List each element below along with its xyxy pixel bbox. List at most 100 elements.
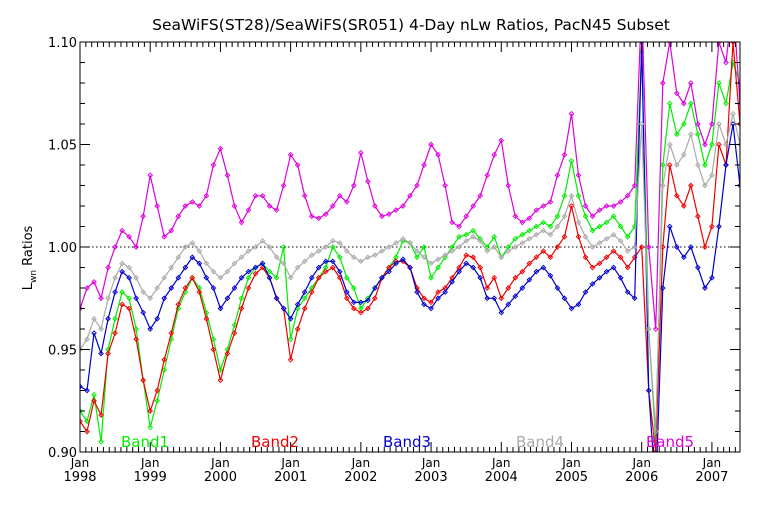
- data-point: [470, 227, 477, 234]
- data-point: [217, 305, 224, 312]
- data-point: [737, 121, 740, 127]
- data-point: [484, 172, 491, 179]
- x-tick-label-month: Jan: [421, 456, 441, 470]
- data-point: [568, 305, 575, 312]
- data-point: [343, 199, 350, 205]
- x-tick-label-month: Jan: [280, 456, 300, 470]
- data-point: [393, 260, 399, 267]
- data-point: [540, 227, 547, 234]
- data-point: [652, 428, 659, 435]
- data-point: [224, 295, 231, 302]
- data-point: [737, 141, 740, 148]
- data-point: [491, 151, 498, 158]
- data-point: [449, 279, 455, 285]
- data-point: [737, 100, 740, 107]
- data-point: [301, 295, 308, 302]
- data-point: [168, 285, 175, 291]
- x-tick-label-month: Jan: [140, 456, 160, 470]
- axes: 0.900.951.001.051.10Jan1998Jan1999Jan200…: [48, 36, 741, 485]
- legend-label-band1: Band1: [121, 433, 169, 451]
- data-point: [526, 260, 533, 267]
- data-point: [224, 350, 231, 357]
- data-point: [414, 254, 420, 261]
- data-point: [526, 276, 533, 283]
- data-point: [126, 274, 132, 281]
- data-point: [140, 213, 147, 220]
- data-point: [245, 274, 252, 281]
- data-point: [428, 274, 434, 281]
- data-point: [301, 305, 308, 312]
- data-point: [610, 231, 617, 238]
- data-point: [140, 309, 147, 316]
- data-point: [680, 254, 687, 261]
- data-point: [575, 192, 582, 199]
- data-point: [147, 408, 154, 414]
- data-point: [554, 244, 561, 250]
- data-point: [80, 346, 83, 353]
- data-point: [723, 100, 729, 107]
- data-point: [322, 258, 329, 265]
- data-point: [231, 285, 238, 291]
- data-point: [428, 141, 434, 148]
- data-point: [589, 213, 596, 220]
- data-point: [484, 248, 491, 254]
- data-point: [350, 254, 357, 261]
- data-point: [407, 264, 413, 271]
- data-point: [617, 238, 624, 244]
- data-point: [379, 248, 385, 254]
- data-point: [695, 264, 701, 271]
- data-point: [695, 213, 701, 220]
- data-point: [673, 90, 680, 97]
- data-point: [365, 305, 371, 312]
- data-point: [238, 254, 245, 261]
- data-point: [407, 192, 413, 199]
- data-point: [617, 254, 624, 261]
- data-point: [596, 240, 603, 246]
- data-point: [456, 244, 462, 250]
- data-point: [84, 336, 90, 343]
- data-point: [540, 248, 547, 254]
- data-point: [343, 289, 350, 295]
- data-point: [575, 219, 582, 226]
- legend-label-band4: Band4: [516, 433, 564, 451]
- data-point: [512, 235, 519, 242]
- data-point: [477, 274, 484, 281]
- data-point: [512, 213, 519, 220]
- data-point: [189, 240, 196, 246]
- data-point: [161, 367, 168, 373]
- data-point: [582, 254, 589, 261]
- data-point: [315, 264, 322, 271]
- data-point: [673, 162, 680, 168]
- data-point: [386, 211, 392, 218]
- data-point: [217, 377, 224, 384]
- data-point: [329, 203, 336, 209]
- data-point: [526, 235, 533, 242]
- data-point: [421, 301, 427, 308]
- data-point: [526, 215, 533, 222]
- data-point: [294, 162, 301, 168]
- data-point: [358, 309, 364, 316]
- data-point: [315, 274, 322, 281]
- data-point: [673, 244, 680, 250]
- data-point: [322, 268, 329, 275]
- data-point: [105, 264, 111, 271]
- data-point: [379, 274, 385, 281]
- data-point: [491, 233, 498, 240]
- data-point: [666, 162, 673, 168]
- data-point: [470, 264, 477, 271]
- data-point: [603, 268, 610, 275]
- data-point: [350, 285, 357, 291]
- data-point: [659, 285, 666, 291]
- data-point: [709, 141, 715, 148]
- legend-label-band5: Band5: [646, 433, 694, 451]
- data-point: [716, 42, 722, 45]
- data-point: [147, 295, 154, 302]
- x-tick-label-year: 2000: [204, 470, 237, 485]
- data-point: [336, 268, 343, 275]
- data-point: [231, 330, 238, 336]
- data-point: [238, 305, 245, 312]
- y-tick-label: 1.10: [48, 36, 77, 51]
- data-point: [273, 274, 280, 281]
- data-point: [365, 254, 371, 261]
- data-point: [133, 326, 140, 332]
